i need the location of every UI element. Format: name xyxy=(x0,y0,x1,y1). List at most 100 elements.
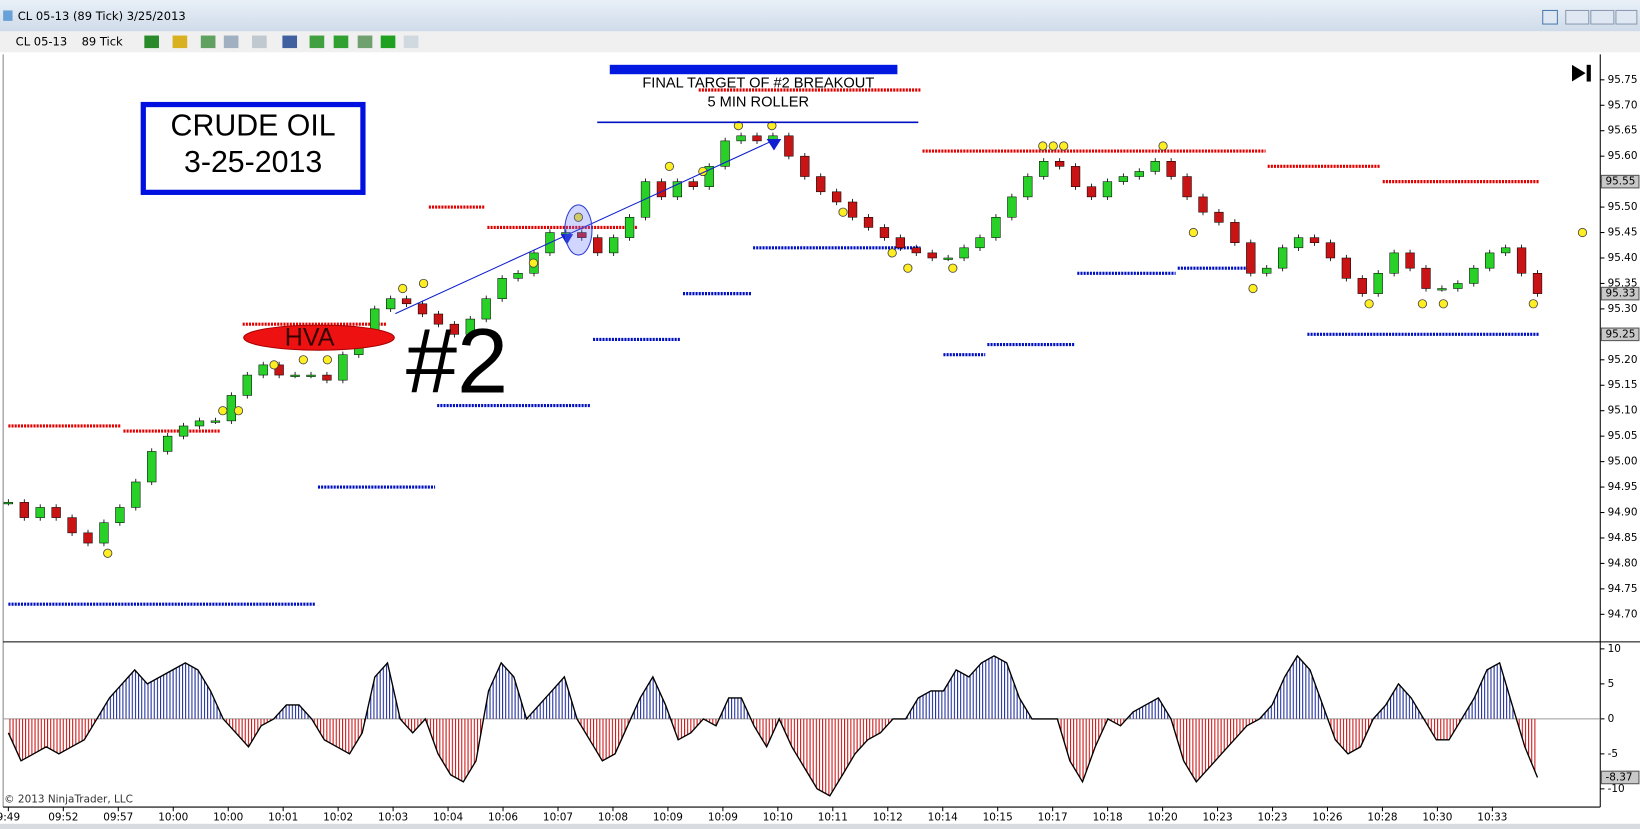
candle xyxy=(943,257,953,260)
y-tick-label: 95.45 xyxy=(1608,227,1638,239)
target-note: FINAL TARGET OF #2 BREAKOUT xyxy=(642,75,874,91)
candle xyxy=(163,435,173,452)
y-tick-label: 94.85 xyxy=(1608,532,1638,544)
candle xyxy=(1055,161,1065,167)
time-label: 10:26 xyxy=(1312,812,1342,824)
candle xyxy=(1421,267,1431,289)
time-label: 10:15 xyxy=(983,812,1013,824)
scrollbar[interactable] xyxy=(0,823,1640,829)
swing-marker xyxy=(838,207,848,217)
candle xyxy=(1198,196,1208,213)
y-tick-label: 5 xyxy=(1608,678,1615,690)
time-label: 10:10 xyxy=(763,812,793,824)
swing-marker xyxy=(1188,227,1198,238)
candle xyxy=(1373,272,1383,294)
candle xyxy=(688,181,698,187)
link-button[interactable] xyxy=(1542,9,1558,25)
candle xyxy=(417,303,428,315)
arrow xyxy=(766,139,782,151)
time-label: 10:07 xyxy=(543,812,573,824)
candle xyxy=(1134,171,1144,177)
cursor-button[interactable] xyxy=(252,35,267,49)
candle xyxy=(863,216,874,228)
chart-style-button[interactable] xyxy=(144,35,159,49)
candle xyxy=(1230,222,1240,243)
strategy-button[interactable] xyxy=(223,35,239,49)
swing-marker xyxy=(298,355,308,365)
time-label: 9:49 xyxy=(0,812,20,824)
template-button[interactable] xyxy=(403,35,419,49)
time-label: 10:04 xyxy=(433,812,463,824)
candle xyxy=(736,135,746,142)
candle xyxy=(991,216,1001,238)
y-tick-label: 95.10 xyxy=(1608,405,1638,417)
candle xyxy=(83,532,93,544)
swing-marker xyxy=(1364,299,1374,309)
hva-ellipse xyxy=(243,324,395,351)
swing-marker xyxy=(233,406,244,416)
y-tick-label: 95.00 xyxy=(1608,456,1638,468)
y-tick-label: -5 xyxy=(1608,748,1618,760)
price-marker-label: 95.33 xyxy=(1605,288,1635,300)
swing-marker xyxy=(1038,141,1048,151)
candle xyxy=(1501,247,1511,254)
candle xyxy=(752,135,762,142)
candle xyxy=(338,354,348,381)
time-label: 10:23 xyxy=(1203,812,1233,824)
properties-button[interactable] xyxy=(357,35,373,49)
close-button[interactable] xyxy=(1615,9,1638,25)
title-bar xyxy=(0,0,1640,32)
candle xyxy=(35,507,45,518)
toolbar xyxy=(0,31,1640,53)
target-note: 5 MIN ROLLER xyxy=(707,94,809,110)
swing-marker xyxy=(948,263,958,273)
maximize-button[interactable] xyxy=(1590,9,1615,25)
swing-marker xyxy=(573,212,583,222)
hva-label: HVA xyxy=(285,323,335,351)
instrument-selector[interactable]: CL 05-13 xyxy=(16,34,68,48)
swing-marker xyxy=(1528,299,1538,309)
candle xyxy=(99,522,109,544)
oscillator-positive xyxy=(8,655,1538,719)
draw-tool-button[interactable] xyxy=(172,35,188,49)
time-label: 10:14 xyxy=(928,812,958,824)
y-tick-label: 95.30 xyxy=(1608,303,1638,315)
y-tick-label: 95.50 xyxy=(1608,201,1638,213)
candle xyxy=(1453,283,1463,289)
indicator-button[interactable] xyxy=(200,35,216,49)
chart-trader-button[interactable] xyxy=(333,35,349,49)
swing-marker xyxy=(1158,141,1168,151)
candle xyxy=(513,272,523,279)
candle xyxy=(656,181,667,198)
candle xyxy=(895,237,906,249)
data-box-button[interactable] xyxy=(309,35,325,49)
y-tick-label: 0 xyxy=(1608,713,1615,725)
time-label: 10:18 xyxy=(1093,812,1123,824)
dollar-button[interactable] xyxy=(380,35,396,49)
candle xyxy=(401,298,412,305)
minimize-button[interactable] xyxy=(1565,9,1590,25)
candle xyxy=(1437,288,1447,291)
candle xyxy=(497,278,507,299)
y-tick-label: 95.70 xyxy=(1608,99,1638,111)
candle xyxy=(226,395,237,422)
candle xyxy=(1278,247,1288,269)
jump-to-end-bar xyxy=(1586,64,1591,82)
oscillator-line xyxy=(7,654,1539,797)
jump-to-end[interactable] xyxy=(1572,64,1586,82)
y-tick-label: 95.60 xyxy=(1608,150,1638,162)
period-selector[interactable]: 89 Tick xyxy=(82,34,123,48)
candle xyxy=(1469,267,1479,284)
time-label: 09:52 xyxy=(48,812,78,824)
candle xyxy=(3,502,14,505)
candle xyxy=(210,420,221,423)
time-label: 10:03 xyxy=(378,812,408,824)
zoom-button[interactable] xyxy=(282,35,298,49)
window-title: CL 05-13 (89 Tick) 3/25/2013 xyxy=(18,9,186,23)
candle xyxy=(704,166,714,187)
candle xyxy=(465,318,475,335)
swing-marker xyxy=(903,263,913,273)
swing-marker xyxy=(1248,283,1258,294)
candle xyxy=(1007,196,1017,218)
